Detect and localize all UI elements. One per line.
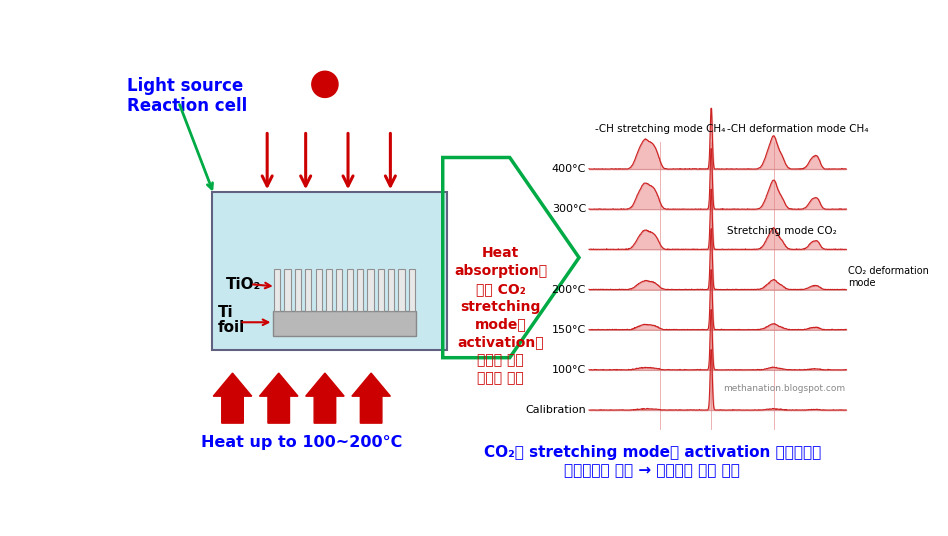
FancyArrow shape: [352, 373, 391, 423]
Bar: [357, 269, 363, 311]
Bar: [316, 269, 321, 311]
Text: CO₂ deformation
mode: CO₂ deformation mode: [848, 266, 929, 288]
Text: Heat
absorption에
의한 CO₂
stretching
mode의
activation을
이용한 반응
에너지 증가: Heat absorption에 의한 CO₂ stretching mode의…: [454, 246, 547, 385]
Bar: [211, 192, 447, 350]
Text: TiO₂: TiO₂: [226, 277, 261, 292]
Bar: [377, 269, 384, 311]
Bar: [337, 269, 342, 311]
Bar: [347, 269, 353, 311]
Bar: [326, 269, 332, 311]
Text: methanation.blogspot.com: methanation.blogspot.com: [722, 384, 845, 393]
Bar: [295, 269, 301, 311]
Text: 300°C: 300°C: [552, 204, 586, 214]
Text: 400°C: 400°C: [552, 164, 586, 174]
Text: Reaction cell: Reaction cell: [127, 96, 247, 115]
Bar: [274, 269, 281, 311]
FancyArrow shape: [260, 373, 298, 423]
FancyArrow shape: [305, 373, 344, 423]
Bar: [368, 269, 374, 311]
Text: Light source: Light source: [127, 77, 244, 95]
Text: 100°C: 100°C: [552, 365, 586, 375]
Bar: [305, 269, 311, 311]
Text: -CH deformation mode CH₄: -CH deformation mode CH₄: [726, 124, 868, 135]
Bar: [273, 311, 416, 336]
Text: 200°C: 200°C: [552, 285, 586, 295]
Circle shape: [312, 71, 338, 98]
Bar: [398, 269, 405, 311]
Text: Stretching mode CO₂: Stretching mode CO₂: [726, 226, 836, 235]
Bar: [388, 269, 394, 311]
FancyArrow shape: [213, 373, 252, 423]
Bar: [284, 269, 291, 311]
Text: -CH stretching mode CH₄: -CH stretching mode CH₄: [594, 124, 725, 135]
Text: 반응에너지 향상 → 전환효율 향상 기대: 반응에너지 향상 → 전환효율 향상 기대: [564, 463, 740, 478]
Text: foil: foil: [218, 320, 246, 335]
Text: Calibration: Calibration: [525, 405, 586, 415]
Text: CO₂의 stretching mode를 activation 시탔으로써: CO₂의 stretching mode를 activation 시탔으로써: [483, 445, 821, 460]
Text: Heat up to 100~200°C: Heat up to 100~200°C: [201, 435, 403, 450]
Text: 150°C: 150°C: [552, 325, 586, 334]
Text: Ti: Ti: [218, 305, 233, 320]
Bar: [409, 269, 415, 311]
